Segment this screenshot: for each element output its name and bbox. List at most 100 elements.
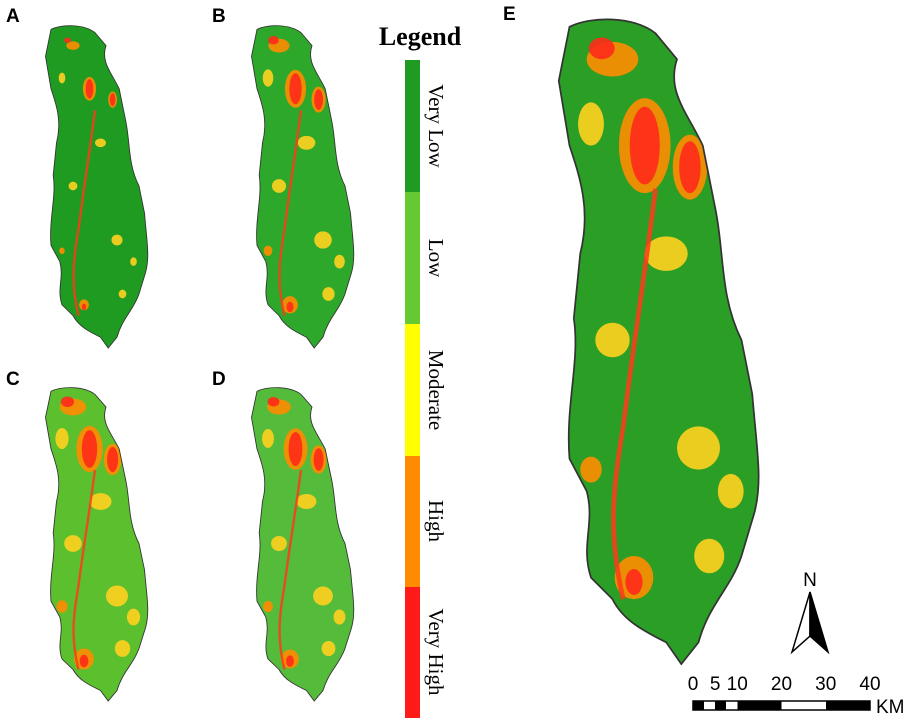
hazard-zone [314,89,323,110]
scale-label: 40 [859,674,880,695]
hazard-zone [578,102,604,146]
hazard-zone [106,585,128,607]
hazard-zone [262,69,274,87]
hazard-zone [263,600,273,613]
legend-label: Moderate [424,350,448,430]
river [611,188,658,600]
hazard-zone [66,41,80,50]
scale-label: 20 [771,674,792,695]
scale-unit: KM [876,697,905,718]
hazard-zone [56,600,68,613]
map [44,387,149,702]
hazard-zone [289,73,302,105]
scale-segment [693,701,704,710]
legend-bar [405,60,420,718]
hazard-zone [629,106,660,185]
hazard-zone [64,535,82,552]
legend-label: Very Low [424,84,448,168]
legend-swatch [405,192,420,324]
hazard-zone [334,254,345,269]
hazard-zone [322,287,335,301]
maps [44,18,760,702]
legend-label: Very High [424,609,448,696]
scale-segment [826,701,870,710]
legend-swatch [405,587,420,718]
hazard-zone [109,93,116,107]
hazard-zone [297,135,316,150]
hazard-zone [89,493,112,510]
hazard-zone [679,141,701,194]
panel-label: E [503,4,516,25]
scale-label: 5 [710,674,721,695]
panel-label: D [212,369,226,390]
hazard-zone [81,303,87,311]
panel-label: C [6,369,20,390]
hazard-zone [677,426,720,470]
scale-bar [692,700,871,711]
scale-segment [715,701,726,710]
legend-swatch [405,60,420,192]
hazard-zone [267,397,280,407]
hazard-zone [55,428,69,449]
hazard-zone [288,431,303,467]
hazard-zones [578,37,744,600]
hazard-zone [59,247,65,255]
hazard-zone [717,473,744,509]
arrow-half [809,591,830,655]
hazard-zone [111,234,123,246]
hazard-zone [271,179,287,193]
hazard-zone [580,456,602,483]
hazard-zone [286,655,294,667]
hazard-zone [588,37,615,60]
hazard-zones [262,35,345,316]
hazard-zone [263,245,273,256]
hazard-zone [333,609,346,625]
hazard-zone [321,640,336,657]
hazard-zone [60,396,75,407]
hazard-zone [644,236,688,271]
scale-label: 30 [815,674,836,695]
hazard-zone [130,257,137,266]
legend-title: Legend [379,22,462,51]
map [250,25,355,349]
map [557,18,760,666]
hazard-zone [268,35,279,45]
legend-swatch [405,324,420,456]
hazard-zone [286,301,294,313]
hazard-zones [55,396,141,670]
hazard-zone [107,446,119,473]
panel-label: A [6,6,20,27]
map [44,25,149,349]
hazard-zone [694,538,725,574]
hazard-zone [595,322,630,358]
legend-swatch [405,456,420,587]
river [278,110,303,316]
hazard-zone [114,640,131,657]
panel-label: B [212,6,226,27]
hazard-zones [58,37,137,316]
hazard-zone [625,568,643,595]
hazard-zones [262,397,346,670]
north-label: N [803,570,817,591]
river [278,469,303,670]
map [250,387,355,702]
scale-label: 10 [727,674,748,695]
hazard-zone [118,289,127,299]
scale-label: 0 [688,674,699,695]
legend-label: Low [424,239,448,278]
hazard-zone [68,181,78,191]
hazard-zone [271,535,287,552]
hazard-zone [81,430,98,468]
hazard-zone [126,608,141,626]
hazard-zone [296,493,317,510]
legend-label: High [424,500,448,543]
hazard-zone [64,37,71,43]
river [72,110,97,316]
arrow-half [790,591,811,655]
hazard-zone [95,138,106,148]
hazard-zone [313,448,324,471]
hazard-zone [79,654,89,668]
river [72,469,97,670]
hazard-zone [314,231,332,249]
